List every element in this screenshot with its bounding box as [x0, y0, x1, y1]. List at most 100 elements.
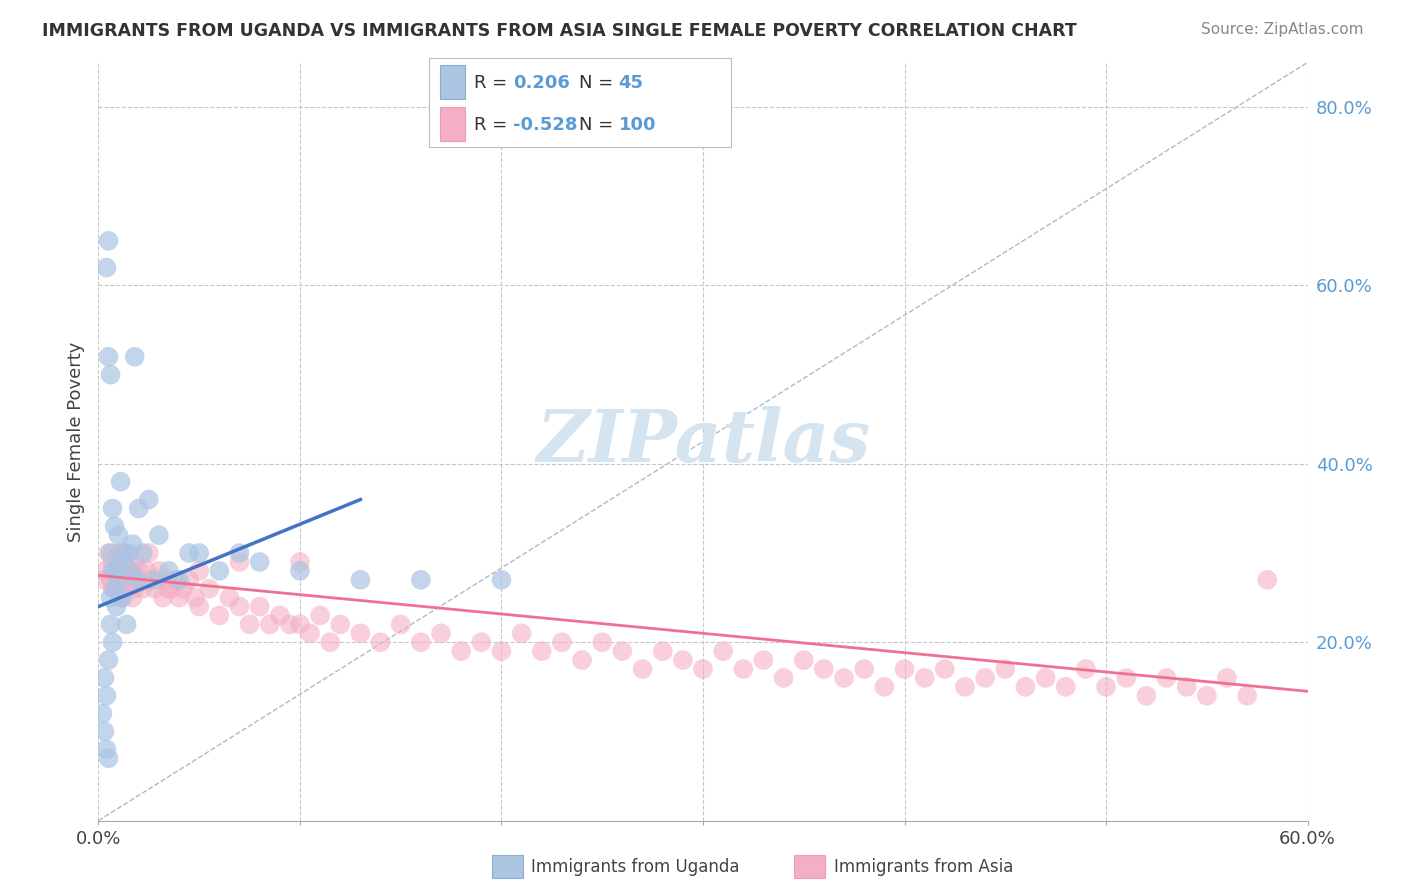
Text: IMMIGRANTS FROM UGANDA VS IMMIGRANTS FROM ASIA SINGLE FEMALE POVERTY CORRELATION: IMMIGRANTS FROM UGANDA VS IMMIGRANTS FRO…: [42, 22, 1077, 40]
Point: [120, 564, 142, 578]
Point: [1115, 671, 1137, 685]
Point: [115, 617, 138, 632]
Point: [121, 591, 143, 605]
Point: [491, 573, 513, 587]
Point: [228, 599, 250, 614]
Point: [163, 573, 186, 587]
Point: [110, 475, 132, 489]
Text: ZIPatlas: ZIPatlas: [536, 406, 870, 477]
Point: [793, 653, 815, 667]
Point: [309, 608, 332, 623]
Point: [591, 635, 613, 649]
Point: [510, 626, 533, 640]
Point: [107, 528, 129, 542]
Point: [228, 555, 250, 569]
Point: [208, 564, 231, 578]
Point: [259, 617, 281, 632]
Point: [288, 555, 311, 569]
Point: [125, 573, 148, 587]
Point: [118, 564, 141, 578]
Point: [1095, 680, 1118, 694]
Point: [100, 591, 122, 605]
Point: [278, 617, 301, 632]
Point: [97, 350, 120, 364]
Point: [450, 644, 472, 658]
Point: [138, 492, 160, 507]
Point: [349, 626, 371, 640]
Point: [470, 635, 492, 649]
Point: [103, 582, 125, 596]
Point: [631, 662, 654, 676]
Point: [148, 528, 170, 542]
Point: [1256, 573, 1278, 587]
Point: [389, 617, 412, 632]
Text: R =: R =: [474, 74, 513, 92]
Point: [692, 662, 714, 676]
Point: [97, 653, 120, 667]
Text: 0.206: 0.206: [513, 74, 569, 92]
Point: [299, 626, 322, 640]
Point: [121, 537, 143, 551]
Point: [218, 591, 240, 605]
Point: [148, 564, 170, 578]
Point: [96, 742, 118, 756]
Point: [249, 555, 271, 569]
Text: N =: N =: [579, 116, 619, 134]
Point: [651, 644, 673, 658]
Point: [124, 555, 146, 569]
Point: [101, 582, 124, 596]
Point: [269, 608, 291, 623]
Point: [1135, 689, 1157, 703]
Point: [160, 582, 183, 596]
Point: [101, 501, 124, 516]
Point: [105, 599, 128, 614]
Point: [152, 591, 174, 605]
Point: [97, 546, 120, 560]
Point: [111, 546, 134, 560]
Point: [97, 751, 120, 765]
Point: [110, 591, 132, 605]
Point: [128, 564, 150, 578]
Point: [167, 573, 190, 587]
Point: [124, 350, 146, 364]
Point: [105, 564, 128, 578]
Point: [1236, 689, 1258, 703]
Point: [409, 635, 432, 649]
Point: [111, 591, 134, 605]
Point: [571, 653, 593, 667]
Point: [124, 582, 146, 596]
Point: [188, 546, 211, 560]
Point: [772, 671, 794, 685]
Point: [430, 626, 453, 640]
Point: [711, 644, 734, 658]
Point: [953, 680, 976, 694]
Point: [114, 546, 136, 560]
Point: [228, 546, 250, 560]
Point: [1216, 671, 1239, 685]
Text: N =: N =: [579, 74, 619, 92]
Point: [100, 546, 122, 560]
Point: [110, 555, 132, 569]
Point: [733, 662, 755, 676]
Point: [1054, 680, 1077, 694]
Text: -0.528: -0.528: [513, 116, 578, 134]
Point: [853, 662, 876, 676]
Point: [143, 573, 166, 587]
Point: [93, 724, 115, 739]
Point: [239, 617, 262, 632]
Point: [188, 564, 211, 578]
Point: [120, 573, 142, 587]
Point: [1014, 680, 1036, 694]
Point: [157, 582, 180, 596]
Point: [409, 573, 432, 587]
Point: [551, 635, 574, 649]
Point: [873, 680, 896, 694]
Point: [349, 573, 371, 587]
Point: [288, 564, 311, 578]
Point: [1035, 671, 1057, 685]
Y-axis label: Single Female Poverty: Single Female Poverty: [66, 342, 84, 541]
Point: [135, 564, 157, 578]
Point: [132, 546, 155, 560]
Point: [198, 582, 221, 596]
Point: [107, 546, 129, 560]
